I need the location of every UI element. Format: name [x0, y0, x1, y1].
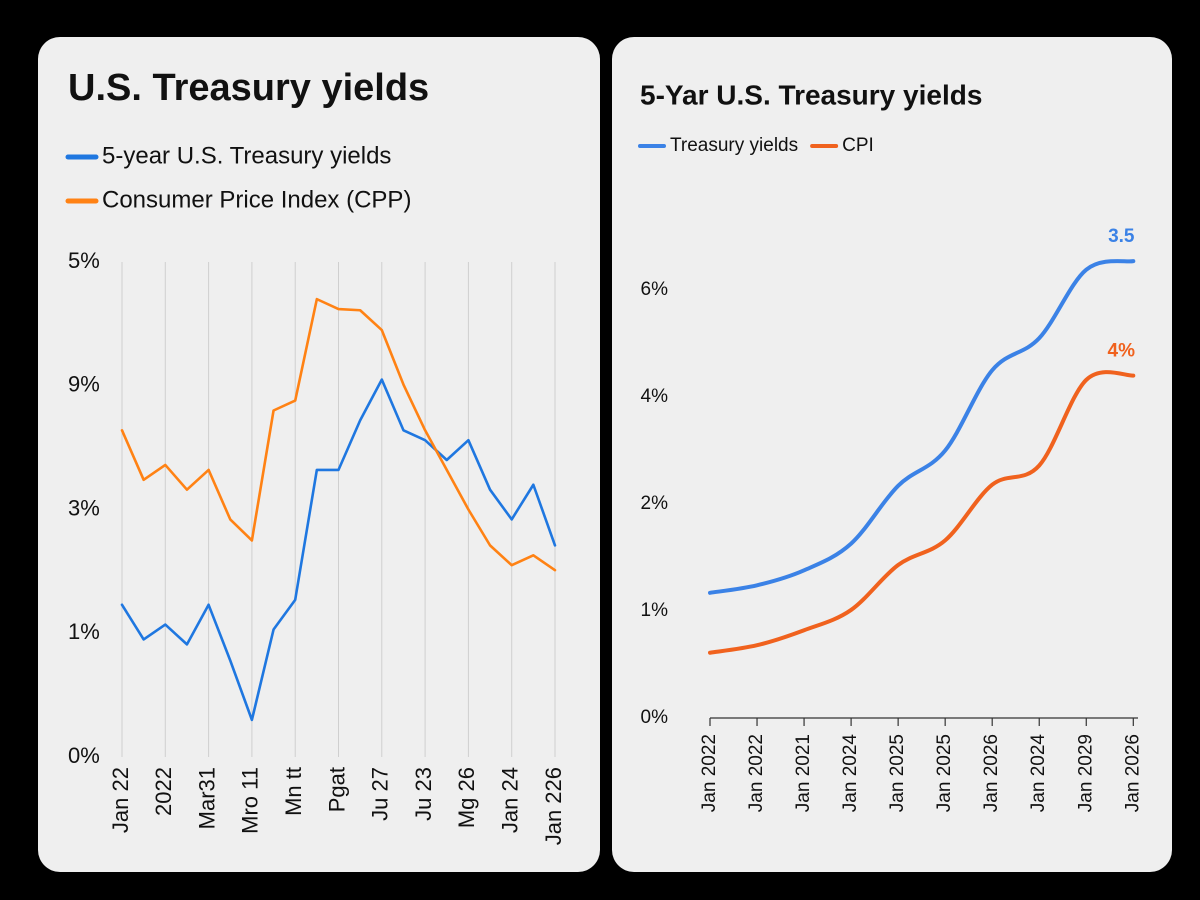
x-tick-label: Mar31 [194, 767, 219, 829]
y-tick-label: 6% [641, 279, 669, 300]
x-tick-label: Mro 11 [238, 767, 263, 834]
y-tick-label: 3% [68, 495, 100, 520]
x-tick-label: Jan 2029 [1075, 734, 1096, 812]
y-tick-label: 2% [641, 493, 669, 514]
series-line [120, 297, 557, 572]
chart-title: 5-Yar U.S. Treasury yields [640, 79, 982, 110]
x-tick-label: Jan 226 [541, 767, 566, 845]
y-tick-label: 1% [641, 600, 669, 621]
legend-label: 5-year U.S. Treasury yields [102, 142, 391, 169]
series-line [120, 378, 557, 722]
series-line [708, 370, 1136, 655]
y-tick-label: 9% [68, 372, 100, 397]
x-tick-label: Jan 2024 [840, 734, 861, 813]
y-tick-label: 0% [641, 707, 669, 728]
legend-label: CPI [842, 135, 874, 156]
end-label: 3.5 [1108, 226, 1135, 247]
x-tick-label: Jan 2025 [887, 734, 908, 812]
chart-title: U.S. Treasury yields [68, 67, 429, 109]
x-tick-label: 2022 [151, 767, 176, 816]
legend-label: Consumer Price Index (CPP) [102, 186, 411, 213]
x-tick-label: Jan 2021 [793, 734, 814, 812]
x-tick-label: Jan 24 [498, 767, 523, 833]
x-tick-label: Pgat [324, 767, 349, 812]
y-tick-label: 5% [68, 248, 100, 273]
series-line [708, 259, 1136, 595]
x-tick-label: Jan 2026 [981, 734, 1002, 812]
x-tick-label: Jan 2022 [699, 734, 720, 812]
legend-label: Treasury yields [670, 135, 798, 156]
x-tick-label: Mg 26 [454, 767, 479, 828]
x-tick-label: Jan 2025 [934, 734, 955, 812]
end-label: 4% [1108, 341, 1136, 362]
x-tick-label: Jan 2026 [1122, 734, 1143, 812]
x-tick-label: Jan 2024 [1028, 734, 1049, 813]
x-tick-label: Ju 23 [411, 767, 436, 821]
x-tick-label: Jan 2022 [746, 734, 767, 812]
y-tick-label: 1% [68, 619, 100, 644]
x-tick-label: Ju 27 [368, 767, 393, 821]
y-tick-label: 4% [641, 386, 669, 407]
left-card [38, 37, 600, 872]
x-tick-label: Mn tt [281, 767, 306, 816]
right-card [612, 37, 1172, 872]
x-tick-label: Jan 22 [108, 767, 133, 833]
y-tick-label: 0% [68, 743, 100, 768]
